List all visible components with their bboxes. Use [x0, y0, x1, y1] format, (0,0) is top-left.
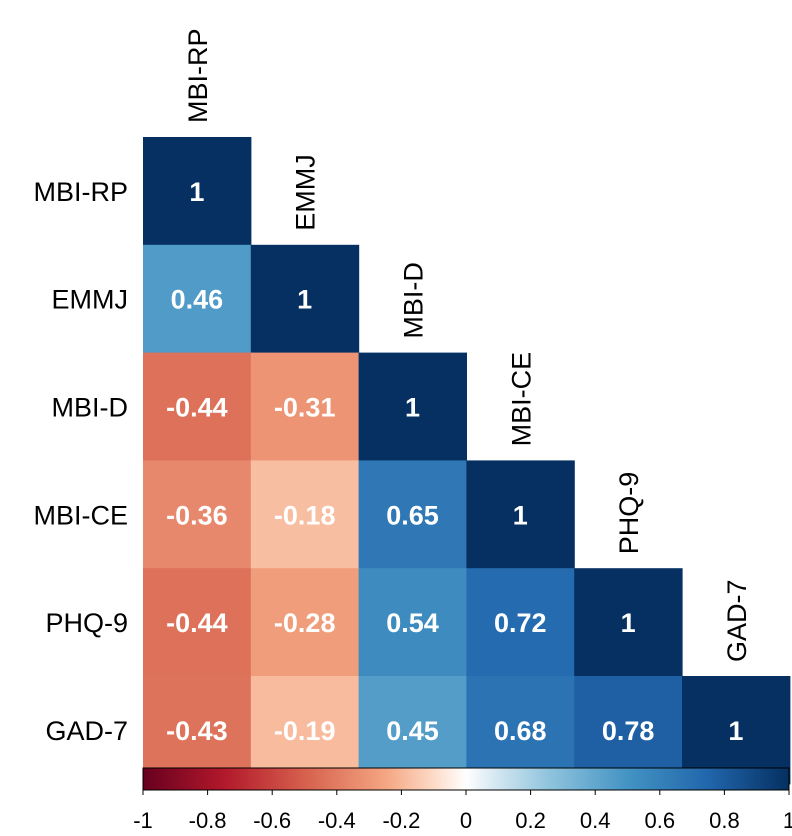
cell-value-label: 0.78 [602, 716, 655, 746]
column-labels: MBI-RP EMMJ MBI-D MBI-CE PHQ-9 GAD-7 [183, 29, 752, 663]
cell-value-label: 1 [621, 608, 636, 638]
heatmap-cell-MBI-CE-MBI-RP [143, 460, 252, 569]
cell-value-label: -0.43 [166, 716, 228, 746]
cell-value-label: 0.54 [386, 608, 439, 638]
heatmap-cell-PHQ-9-EMMJ [250, 568, 360, 677]
heatmap-cell-GAD-7-MBI-RP [143, 676, 252, 785]
cell-value-label: -0.19 [274, 716, 336, 746]
heatmap-cell-EMMJ-EMMJ [250, 244, 360, 354]
column-label: MBI-RP [183, 29, 213, 124]
heatmap-cell-GAD-7-MBI-CE [466, 676, 575, 785]
cell-value-label: 0.65 [386, 500, 439, 530]
row-label: GAD-7 [45, 716, 128, 746]
cell-value-label: 0.68 [494, 716, 547, 746]
cell-value-label: 1 [728, 716, 743, 746]
heatmap-cell-MBI-D-MBI-RP [143, 352, 252, 461]
column-label: EMMJ [291, 154, 321, 231]
column-label: MBI-D [399, 262, 429, 339]
heatmap-cell-GAD-7-MBI-D [358, 676, 467, 785]
column-label: MBI-CE [506, 352, 536, 447]
cell-value-label: 1 [405, 393, 420, 423]
row-label: MBI-D [52, 393, 129, 423]
color-legend: -1 -0.8 -0.6 -0.4 -0.2 0 0.2 0.4 0.6 0.8 1 [133, 767, 792, 833]
column-label: PHQ-9 [614, 472, 644, 555]
legend-tick-label: 1 [783, 808, 792, 833]
legend-tick-label: -0.6 [253, 808, 291, 833]
heatmap-cell-PHQ-9-PHQ-9 [574, 568, 683, 677]
legend-tick-label: -0.4 [318, 808, 356, 833]
row-label: MBI-CE [34, 500, 129, 530]
heatmap-cell-MBI-CE-MBI-CE [466, 460, 575, 569]
cell-value-label: -0.36 [166, 500, 228, 530]
legend-tick-label: -1 [133, 808, 153, 833]
heatmap-cell-MBI-D-EMMJ [250, 352, 360, 461]
cell-value-label: -0.31 [274, 393, 336, 423]
heatmap-cells: 1 0.46 1 -0.44 -0.31 1 -0.36 -0.18 0.65 1 -0.44 -0.… [143, 137, 791, 785]
cell-value-label: 1 [189, 177, 204, 207]
heatmap-cell-GAD-7-PHQ-9 [574, 676, 683, 785]
cell-value-label: -0.44 [166, 608, 228, 638]
legend-tick-label: 0 [460, 808, 472, 833]
legend-tick-label: 0.6 [645, 808, 676, 833]
legend-tick-label: -0.8 [189, 808, 227, 833]
color-legend-bar [142, 767, 790, 791]
cell-value-label: -0.44 [166, 393, 228, 423]
row-labels: MBI-RP EMMJ MBI-D MBI-CE PHQ-9 GAD-7 [34, 177, 129, 746]
heatmap-cell-MBI-RP-MBI-RP [143, 137, 252, 246]
cell-value-label: 0.45 [386, 716, 439, 746]
legend-tick-label: 0.4 [580, 808, 611, 833]
heatmap-cell-PHQ-9-MBI-RP [143, 568, 252, 677]
legend-tick-label: 0.2 [515, 808, 546, 833]
cell-value-label: 1 [513, 500, 528, 530]
heatmap-cell-GAD-7-GAD-7 [682, 676, 791, 785]
heatmap-cell-MBI-CE-EMMJ [250, 460, 360, 569]
legend-tick-label: -0.2 [382, 808, 420, 833]
row-label: EMMJ [52, 285, 129, 315]
cell-value-label: -0.18 [274, 500, 336, 530]
cell-value-label: 0.72 [494, 608, 547, 638]
cell-value-label: -0.28 [274, 608, 336, 638]
row-label: PHQ-9 [45, 608, 128, 638]
heatmap-cell-EMMJ-MBI-RP [143, 244, 252, 354]
heatmap-cell-PHQ-9-MBI-CE [466, 568, 575, 677]
row-label: MBI-RP [34, 177, 129, 207]
legend-tick-label: 0.8 [709, 808, 740, 833]
heatmap-cell-PHQ-9-MBI-D [358, 568, 467, 677]
column-label: GAD-7 [722, 579, 752, 662]
heatmap-cell-MBI-D-MBI-D [358, 352, 467, 461]
cell-value-label: 0.46 [171, 285, 224, 315]
cell-value-label: 1 [297, 285, 312, 315]
heatmap-cell-MBI-CE-MBI-D [358, 460, 467, 569]
heatmap-cell-GAD-7-EMMJ [250, 676, 360, 785]
